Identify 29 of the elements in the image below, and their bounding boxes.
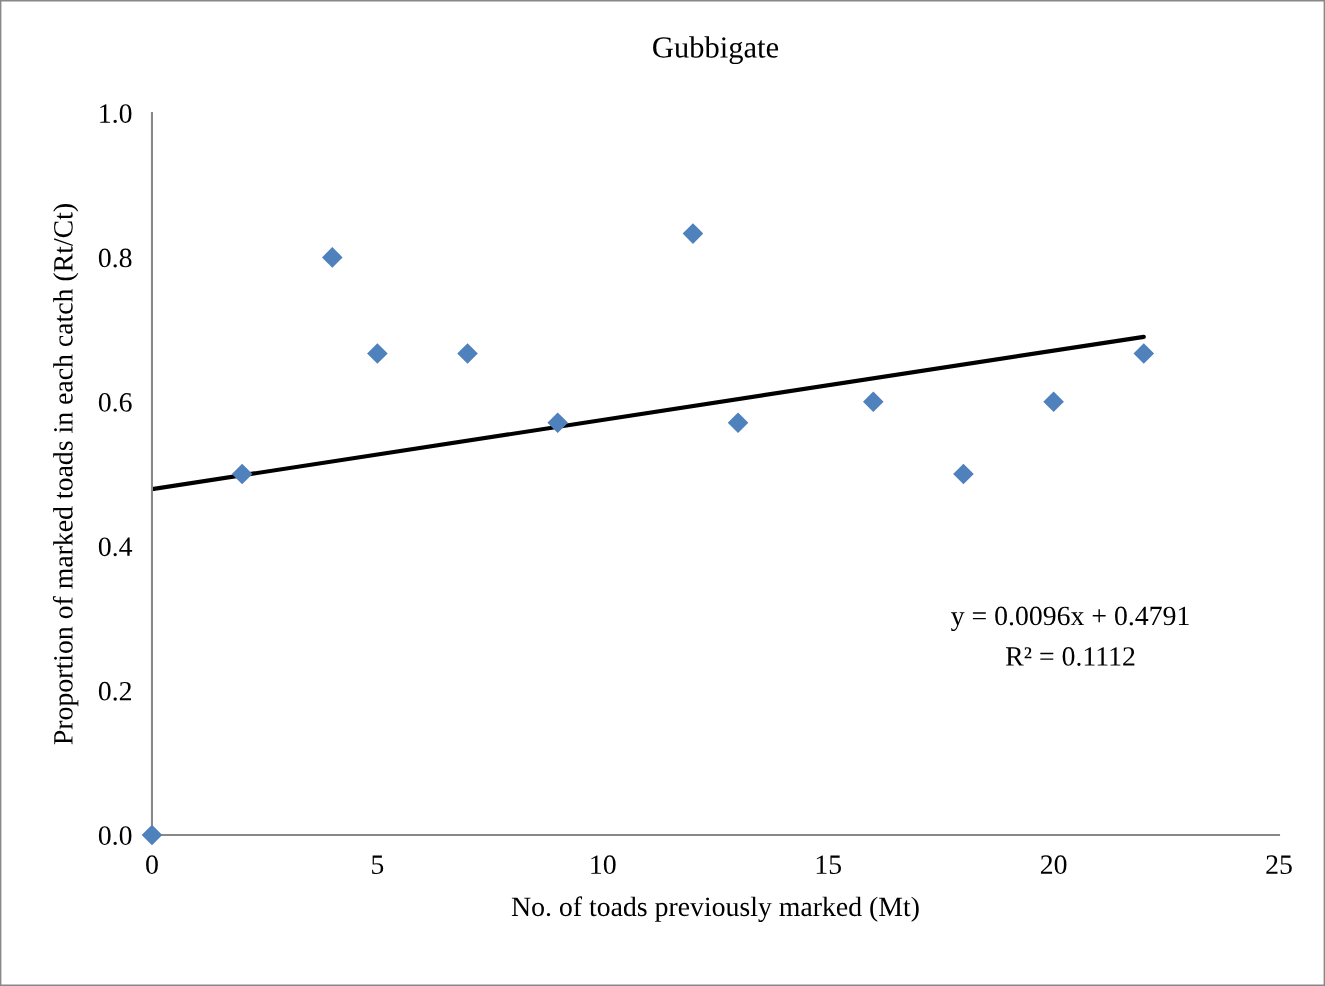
x-tick-label: 25 — [1266, 855, 1292, 875]
x-tick-label: 20 — [1040, 855, 1067, 875]
point — [862, 391, 884, 413]
x-tick-label: 10 — [591, 855, 616, 875]
point — [1043, 391, 1064, 413]
point — [682, 223, 704, 244]
x-tick-label: 5 — [372, 855, 384, 875]
x-axis-title: No. of toads previously marked (Mt) — [511, 896, 919, 922]
point — [547, 412, 569, 434]
point — [322, 247, 343, 268]
point — [141, 824, 163, 846]
y-tick-label: 0.2 — [98, 681, 131, 701]
y-tick-label: 1.0 — [100, 104, 132, 124]
annotation: R² = 0.1112 — [1005, 647, 1135, 666]
point — [727, 412, 749, 434]
point — [1133, 343, 1155, 364]
y-tick-label: 0.6 — [98, 392, 132, 412]
y-tick-label: 0.8 — [98, 248, 132, 268]
y-tick-label: 0.0 — [98, 826, 132, 846]
y-axis-title: Proportion of marked toads in each catch (Rt/Ct) — [52, 204, 79, 745]
x-tick-label: 0 — [146, 855, 158, 875]
point — [953, 463, 974, 485]
y-tick-label: 0.4 — [98, 537, 133, 557]
annotation: y = 0.0096x + 0.4791 — [951, 606, 1189, 632]
chart-title: Gubbigate — [653, 36, 779, 65]
x-tick-label: 15 — [816, 855, 842, 875]
point — [457, 343, 478, 364]
point — [367, 343, 388, 364]
point — [231, 463, 253, 485]
